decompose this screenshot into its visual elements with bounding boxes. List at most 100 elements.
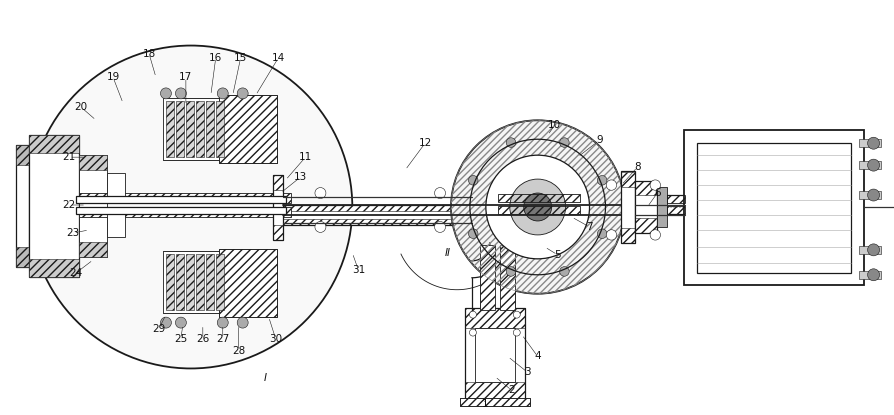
Bar	[479, 245, 494, 310]
Bar	[276, 219, 495, 225]
Circle shape	[605, 230, 616, 240]
Bar	[497, 194, 579, 202]
Circle shape	[175, 317, 186, 328]
Bar	[620, 172, 635, 187]
Bar	[475, 327, 514, 382]
Circle shape	[451, 120, 624, 294]
Text: 2: 2	[508, 386, 515, 395]
Circle shape	[866, 244, 879, 256]
Circle shape	[175, 88, 186, 99]
Bar	[464, 308, 524, 403]
Circle shape	[649, 180, 660, 190]
Bar	[76, 207, 285, 214]
Circle shape	[510, 179, 565, 235]
Text: 3: 3	[524, 367, 530, 378]
Bar	[16, 145, 30, 267]
Bar	[30, 135, 80, 277]
Text: 31: 31	[351, 265, 365, 275]
Bar	[76, 196, 285, 203]
Bar	[196, 101, 204, 157]
Bar	[683, 130, 863, 285]
Circle shape	[523, 193, 551, 221]
Text: 29: 29	[152, 324, 165, 334]
Text: 26: 26	[196, 334, 209, 344]
Circle shape	[468, 229, 477, 239]
Bar	[656, 187, 667, 227]
Bar	[464, 308, 524, 327]
Bar	[80, 155, 107, 170]
Circle shape	[315, 188, 325, 198]
Circle shape	[512, 311, 519, 318]
Bar	[80, 155, 107, 257]
Bar	[857, 139, 880, 147]
Bar	[215, 101, 224, 157]
Bar	[165, 101, 173, 157]
Text: 11: 11	[299, 152, 312, 162]
Bar	[635, 181, 656, 195]
Circle shape	[512, 329, 519, 336]
Circle shape	[596, 229, 606, 239]
Circle shape	[559, 267, 569, 276]
Circle shape	[866, 137, 879, 149]
Text: 6: 6	[654, 188, 660, 198]
Bar	[186, 101, 194, 157]
Bar	[218, 249, 276, 317]
Bar	[620, 171, 635, 243]
Text: II: II	[444, 248, 451, 258]
Circle shape	[160, 88, 172, 99]
Text: 5: 5	[553, 250, 561, 260]
Bar	[176, 101, 183, 157]
Circle shape	[315, 222, 325, 232]
Bar	[206, 101, 214, 157]
Circle shape	[866, 269, 879, 281]
Text: I: I	[264, 374, 266, 383]
Bar	[276, 205, 495, 211]
Text: 21: 21	[63, 152, 76, 162]
Circle shape	[237, 317, 248, 328]
Text: 19: 19	[106, 73, 120, 83]
Bar	[460, 398, 529, 406]
Bar	[163, 251, 231, 312]
Bar	[276, 205, 495, 225]
Text: 25: 25	[174, 334, 188, 344]
Circle shape	[434, 222, 445, 232]
Circle shape	[468, 176, 477, 185]
Circle shape	[649, 230, 660, 240]
Bar	[218, 95, 276, 163]
Text: 1: 1	[481, 399, 487, 409]
Bar	[218, 95, 276, 163]
Bar	[196, 254, 204, 310]
Bar	[635, 181, 656, 233]
Bar	[30, 135, 80, 153]
Circle shape	[217, 88, 228, 99]
Text: 24: 24	[70, 268, 83, 278]
Bar	[273, 225, 283, 240]
Bar	[857, 191, 880, 199]
Text: 13: 13	[293, 172, 307, 182]
Bar	[30, 259, 80, 277]
Bar	[273, 175, 283, 240]
Bar	[857, 246, 880, 254]
Bar	[107, 207, 125, 237]
Circle shape	[217, 317, 228, 328]
Circle shape	[468, 311, 476, 318]
Bar	[80, 193, 291, 203]
Bar	[667, 195, 685, 203]
Circle shape	[596, 176, 606, 185]
Text: 12: 12	[418, 138, 431, 148]
Bar	[857, 161, 880, 169]
Text: 7: 7	[586, 222, 592, 232]
Text: 10: 10	[547, 120, 561, 130]
Text: 17: 17	[179, 73, 192, 83]
Bar	[273, 175, 283, 190]
Bar	[497, 206, 579, 214]
Circle shape	[237, 88, 248, 99]
Circle shape	[559, 138, 569, 147]
Circle shape	[468, 329, 476, 336]
Bar	[206, 254, 214, 310]
Text: 30: 30	[269, 334, 282, 344]
Bar	[667, 206, 685, 214]
Bar	[80, 242, 107, 257]
Text: 9: 9	[595, 135, 603, 145]
Circle shape	[434, 188, 445, 198]
